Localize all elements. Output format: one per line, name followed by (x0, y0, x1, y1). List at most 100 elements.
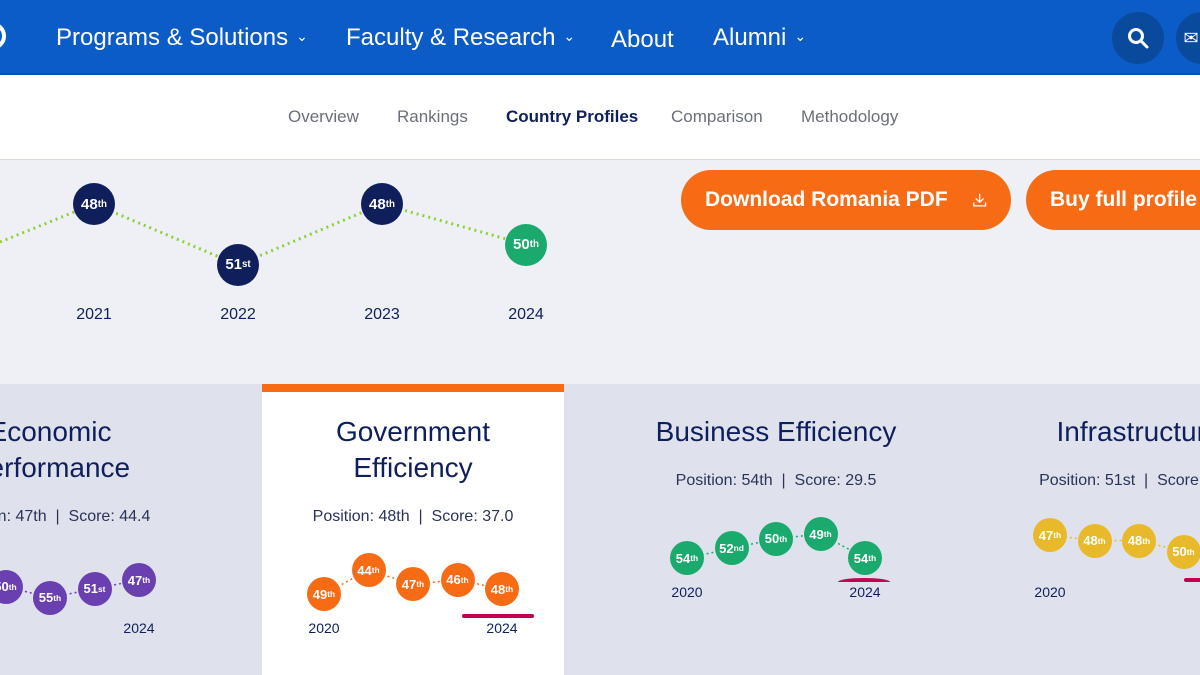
rank-suffix: th (868, 553, 877, 563)
year-label: 2022 (220, 306, 256, 323)
factor-card-government-efficiency[interactable]: Government Efficiency Position: 48th | S… (262, 384, 564, 675)
rank-number: 48 (1083, 533, 1098, 548)
year-label: 2021 (76, 306, 112, 323)
rank-number: 50 (0, 579, 9, 595)
rank-suffix: th (142, 575, 151, 585)
rank-suffix: th (1186, 546, 1195, 557)
rank-number: 51 (225, 256, 242, 274)
nav-label: Alumni (713, 24, 787, 51)
rank-suffix: st (97, 583, 106, 594)
rank-suffix: th (385, 198, 395, 210)
rank-suffix: th (97, 198, 107, 210)
nav-label: About (611, 26, 674, 53)
rank-suffix: th (1053, 530, 1062, 540)
tab-overview[interactable]: Overview (288, 107, 359, 126)
rank-number: 55 (38, 590, 54, 606)
highlight-underline (462, 614, 534, 618)
nav-alumni[interactable]: Alumni ⌄ (713, 24, 806, 52)
year-label: 2023 (364, 306, 400, 323)
rank-suffix: th (53, 592, 62, 603)
rank-number: 44 (357, 562, 372, 578)
mail-button[interactable]: ✉ (1176, 12, 1200, 64)
logo[interactable] (0, 22, 6, 50)
search-button[interactable] (1112, 12, 1164, 64)
factor-card-economic-performance[interactable]: Economic Performance Position: 47th | Sc… (0, 384, 201, 675)
year-label: 2020 (1034, 584, 1066, 600)
rank-number: 47 (127, 572, 143, 588)
rank-suffix: nd (733, 543, 744, 554)
download-icon (972, 193, 986, 207)
rank-number: 47 (401, 576, 417, 592)
button-label: Buy full profile (1050, 188, 1197, 211)
tab-comparison[interactable]: Comparison (671, 107, 763, 126)
rank-suffix: th (371, 565, 380, 575)
rank-number: 50 (1172, 544, 1187, 559)
highlight-underline (1184, 578, 1200, 582)
buy-full-profile-button[interactable]: Buy full profile (1026, 170, 1200, 230)
nav-programs-solutions[interactable]: Programs & Solutions ⌄ (56, 24, 308, 52)
rank-suffix: th (8, 581, 17, 592)
rank-suffix: st (242, 259, 251, 271)
card-title: Performance (0, 452, 131, 483)
card-title: Economic (0, 416, 112, 447)
rank-number: 46 (446, 572, 461, 588)
rank-number: 48 (490, 581, 506, 597)
card-title: Business Efficiency (655, 416, 897, 447)
card-position-score: Position: 48th | Score: 37.0 (312, 508, 514, 525)
card-position-score: Position: 51st | Score: 51.0 (1039, 472, 1200, 489)
rank-suffix: th (460, 574, 469, 585)
tab-rankings[interactable]: Rankings (397, 107, 468, 126)
year-label: 2024 (486, 620, 518, 636)
overall-ranking-section (0, 160, 1200, 384)
year-label: 2024 (508, 306, 544, 323)
rank-number: 51 (83, 581, 98, 597)
rank-number: 50 (513, 236, 530, 254)
tab-country-profiles[interactable]: Country Profiles (506, 107, 639, 126)
highlight-underline (838, 578, 890, 582)
button-label: Download Romania PDF (705, 188, 948, 211)
year-label: 2024 (123, 620, 155, 636)
rank-suffix: th (505, 584, 514, 595)
download-pdf-button[interactable]: Download Romania PDF (681, 170, 1011, 230)
tab-methodology[interactable]: Methodology (801, 107, 899, 126)
nav-about[interactable]: About (611, 26, 674, 54)
sub-navigation: Overview Rankings Country Profiles Compa… (0, 75, 1200, 160)
year-label: 2024 (849, 584, 881, 600)
year-label: 2020 (671, 584, 703, 600)
card-position-score: Position: 47th | Score: 44.4 (0, 508, 151, 525)
rank-number: 49 (312, 586, 328, 602)
mail-icon: ✉ (1183, 27, 1199, 48)
chevron-down-icon: ⌄ (563, 28, 576, 44)
card-title: Efficiency (353, 452, 473, 483)
rank-suffix: th (327, 589, 336, 599)
rank-number: 48 (81, 195, 98, 213)
rank-number: 47 (1038, 527, 1054, 543)
factor-card-business-efficiency[interactable]: Business Efficiency Position: 54th | Sco… (625, 384, 927, 675)
nav-faculty-research[interactable]: Faculty & Research ⌄ (346, 24, 575, 52)
factor-card-infrastructure[interactable]: Infrastructure Position: 51st | Score: 5… (988, 384, 1200, 675)
rank-suffix: th (823, 529, 832, 539)
rank-number: 54 (853, 550, 869, 566)
rank-number: 49 (809, 526, 824, 542)
year-label: 2020 (308, 620, 340, 636)
card-title: Government (335, 416, 491, 447)
